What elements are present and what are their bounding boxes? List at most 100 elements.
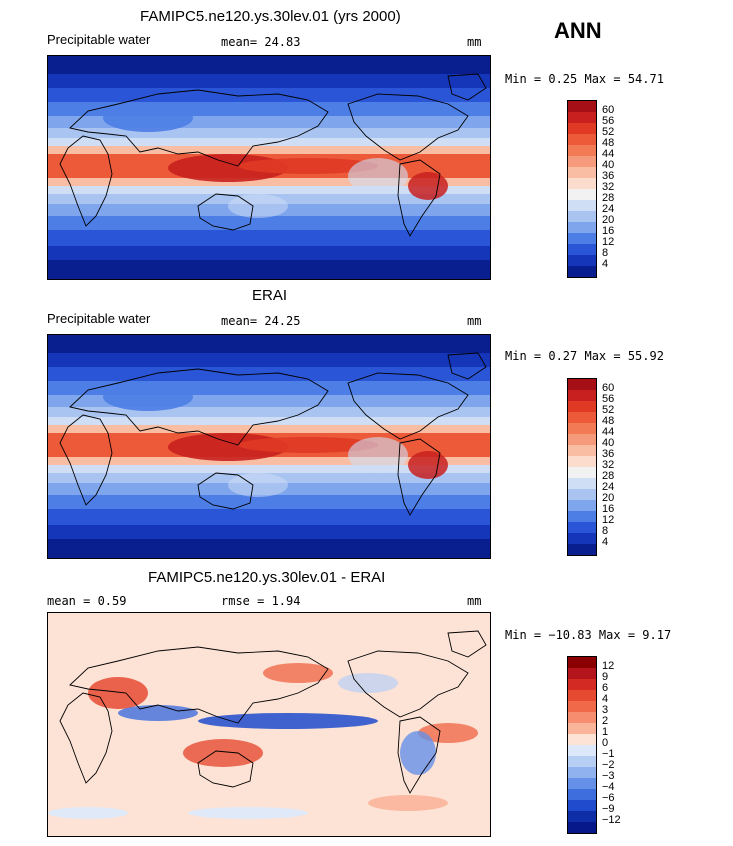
colorbar-tick-label: 52 xyxy=(602,404,615,416)
colorbar-swatch xyxy=(568,401,596,412)
colorbar-tick-label: −12 xyxy=(602,814,621,826)
colorbar-swatch xyxy=(568,522,596,533)
panel1-variable: Precipitable water xyxy=(47,32,151,47)
colorbar-tick-label: −1 xyxy=(602,748,615,760)
colorbar-tick-label: −9 xyxy=(602,803,615,815)
colorbar-swatch xyxy=(568,822,596,833)
colorbar-swatch xyxy=(568,189,596,200)
colorbar-swatch xyxy=(568,478,596,489)
colorbar-swatch xyxy=(568,112,596,123)
colorbar-swatch xyxy=(568,723,596,734)
colorbar-tick-label: 60 xyxy=(602,104,615,116)
colorbar-swatch xyxy=(568,657,596,668)
colorbar-tick-label: 8 xyxy=(602,247,609,259)
colorbar-swatch xyxy=(568,745,596,756)
panel2-map-field xyxy=(48,335,490,558)
panel2-mean: mean= 24.25 xyxy=(221,314,301,328)
colorbar-tick-label: 56 xyxy=(602,115,615,127)
colorbar-tick-label: 28 xyxy=(602,192,615,204)
panel1-minmax: Min = 0.25 Max = 54.71 xyxy=(505,72,664,86)
colorbar-swatch xyxy=(568,701,596,712)
colorbar-tick-label: 32 xyxy=(602,181,615,193)
colorbar-swatch xyxy=(568,456,596,467)
panel2-minmax: Min = 0.27 Max = 55.92 xyxy=(505,349,664,363)
panel3-colorbar xyxy=(567,656,597,834)
colorbar-tick-label: −6 xyxy=(602,792,615,804)
colorbar-tick-label: −2 xyxy=(602,759,615,771)
colorbar-swatch xyxy=(568,734,596,745)
panel1-mean: mean= 24.83 xyxy=(221,35,301,49)
colorbar-tick-label: 16 xyxy=(602,225,615,237)
panel3-mean: mean = 0.59 xyxy=(47,594,127,608)
colorbar-swatch xyxy=(568,489,596,500)
panel3-title: FAMIPC5.ne120.ys.30lev.01 - ERAI xyxy=(148,569,386,586)
colorbar-tick-label: 32 xyxy=(602,459,615,471)
colorbar-tick-label: 48 xyxy=(602,137,615,149)
colorbar-swatch xyxy=(568,690,596,701)
colorbar-swatch xyxy=(568,145,596,156)
colorbar-tick-label: 20 xyxy=(602,492,615,504)
panel2-variable: Precipitable water xyxy=(47,311,151,326)
colorbar-tick-label: 9 xyxy=(602,671,609,683)
colorbar-swatch xyxy=(568,156,596,167)
panel3-units: mm xyxy=(467,594,482,608)
colorbar-tick-label: 12 xyxy=(602,660,615,672)
colorbar-swatch xyxy=(568,423,596,434)
colorbar-tick-label: 4 xyxy=(602,693,609,705)
panel3-map xyxy=(47,612,491,837)
colorbar-tick-label: 40 xyxy=(602,159,615,171)
colorbar-swatch xyxy=(568,134,596,145)
colorbar-swatch xyxy=(568,679,596,690)
colorbar-tick-label: 40 xyxy=(602,437,615,449)
colorbar-tick-label: 28 xyxy=(602,470,615,482)
panel2-units: mm xyxy=(467,314,482,328)
panel1-title: FAMIPC5.ne120.ys.30lev.01 (yrs 2000) xyxy=(140,8,401,25)
colorbar-swatch xyxy=(568,533,596,544)
colorbar-tick-label: 16 xyxy=(602,503,615,515)
colorbar-swatch xyxy=(568,445,596,456)
colorbar-swatch xyxy=(568,412,596,423)
colorbar-tick-label: 36 xyxy=(602,170,615,182)
colorbar-tick-label: 52 xyxy=(602,126,615,138)
colorbar-tick-label: 1 xyxy=(602,726,609,738)
colorbar-swatch xyxy=(568,211,596,222)
panel2-title: ERAI xyxy=(252,287,288,304)
colorbar-swatch xyxy=(568,511,596,522)
colorbar-tick-label: 20 xyxy=(602,214,615,226)
colorbar-swatch xyxy=(568,800,596,811)
colorbar-tick-label: 12 xyxy=(602,236,615,248)
season-label: ANN xyxy=(554,18,602,43)
colorbar-swatch xyxy=(568,379,596,390)
colorbar-tick-label: 4 xyxy=(602,536,609,548)
colorbar-swatch xyxy=(568,390,596,401)
colorbar-tick-label: 0 xyxy=(602,737,609,749)
colorbar-tick-label: 24 xyxy=(602,203,615,215)
colorbar-swatch xyxy=(568,668,596,679)
colorbar-tick-label: 3 xyxy=(602,704,609,716)
panel1-map xyxy=(47,55,491,280)
panel1-colorbar xyxy=(567,100,597,278)
colorbar-tick-label: 44 xyxy=(602,426,615,438)
colorbar-tick-label: −4 xyxy=(602,781,615,793)
colorbar-swatch xyxy=(568,167,596,178)
panel3-rmse: rmse = 1.94 xyxy=(221,594,301,608)
colorbar-swatch xyxy=(568,178,596,189)
colorbar-tick-label: 4 xyxy=(602,258,609,270)
colorbar-swatch xyxy=(568,222,596,233)
colorbar-tick-label: 56 xyxy=(602,393,615,405)
colorbar-tick-label: 36 xyxy=(602,448,615,460)
colorbar-swatch xyxy=(568,200,596,211)
colorbar-tick-label: 24 xyxy=(602,481,615,493)
panel1-units: mm xyxy=(467,35,482,49)
panel1-map-field xyxy=(48,56,490,279)
colorbar-swatch xyxy=(568,467,596,478)
colorbar-swatch xyxy=(568,101,596,112)
colorbar-tick-label: 44 xyxy=(602,148,615,160)
colorbar-swatch xyxy=(568,789,596,800)
colorbar-swatch xyxy=(568,233,596,244)
colorbar-tick-label: 8 xyxy=(602,525,609,537)
colorbar-tick-label: −3 xyxy=(602,770,615,782)
colorbar-tick-label: 48 xyxy=(602,415,615,427)
colorbar-swatch xyxy=(568,778,596,789)
colorbar-swatch xyxy=(568,434,596,445)
